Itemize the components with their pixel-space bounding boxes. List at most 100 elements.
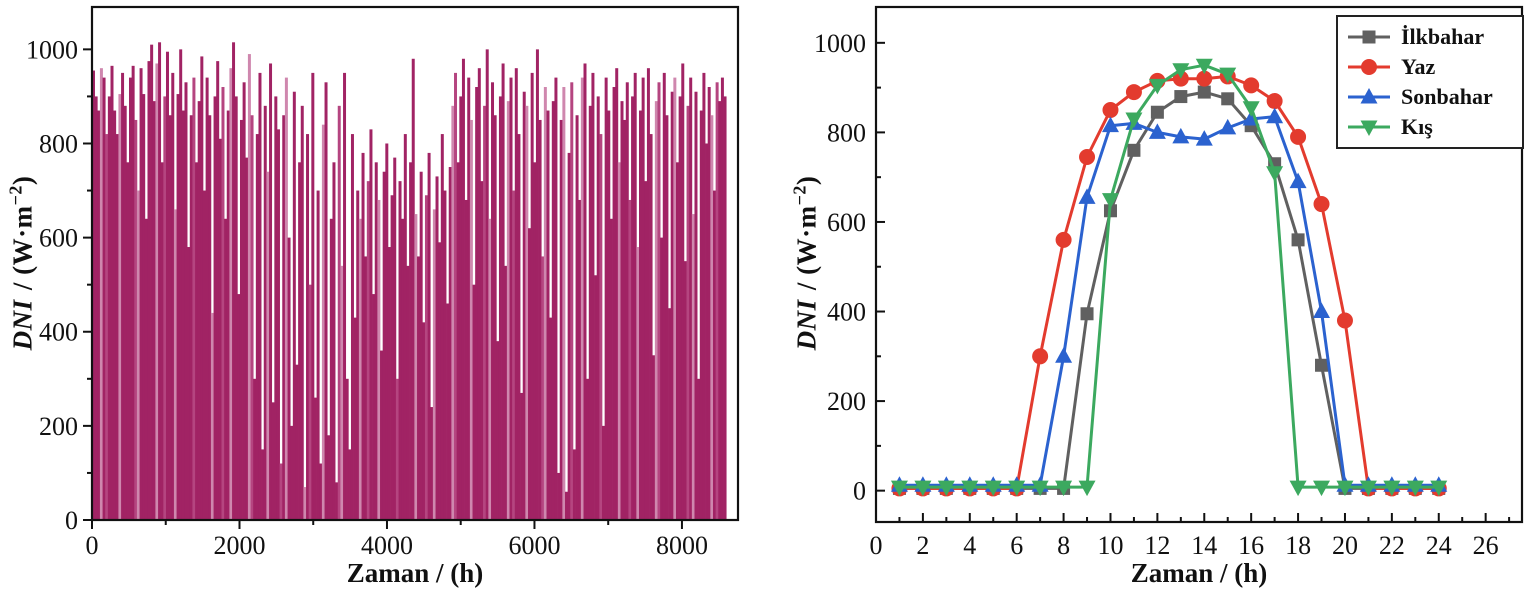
- x-tick-label: 14: [1191, 531, 1217, 560]
- bar: [504, 265, 508, 520]
- bar: [168, 115, 172, 520]
- bar: [533, 162, 537, 520]
- bar: [353, 317, 357, 520]
- bar: [409, 162, 413, 520]
- legend-marker-icon: [1348, 30, 1390, 44]
- bar: [171, 72, 175, 520]
- bar: [723, 96, 727, 521]
- bar: [195, 162, 199, 520]
- bar: [364, 256, 368, 520]
- marker-square: [1174, 90, 1188, 104]
- bar: [393, 157, 397, 521]
- marker-triangle-down: [1195, 58, 1213, 75]
- bar: [221, 87, 225, 520]
- bar: [707, 87, 711, 520]
- left-x-axis-label: Zaman / (h): [346, 558, 484, 588]
- bar: [343, 72, 347, 520]
- bar: [522, 91, 526, 520]
- bar: [528, 228, 531, 520]
- y-tick-label: 600: [827, 208, 866, 237]
- series-kış: [890, 58, 1448, 497]
- legend-label: İlkbahar: [1401, 24, 1485, 49]
- bar: [475, 87, 479, 520]
- marker-triangle-up: [1172, 127, 1190, 144]
- marker-triangle-down: [914, 480, 932, 497]
- bar: [282, 115, 286, 520]
- bar: [440, 134, 444, 520]
- bar: [372, 294, 376, 520]
- bar: [472, 284, 476, 520]
- bar: [123, 105, 127, 520]
- marker-triangle-down: [1172, 63, 1190, 79]
- bar: [678, 96, 682, 521]
- bar: [443, 190, 447, 521]
- bar: [483, 105, 487, 520]
- y-tick-label: 800: [827, 118, 866, 147]
- marker-circle: [1243, 77, 1260, 94]
- bar: [604, 77, 608, 520]
- bar: [258, 72, 262, 520]
- bar: [559, 119, 563, 520]
- marker-triangle-down: [1430, 480, 1448, 497]
- bar: [345, 378, 349, 520]
- bar: [210, 312, 214, 520]
- bar: [92, 70, 95, 520]
- marker-square: [1197, 85, 1211, 99]
- series-line: [899, 115, 1439, 487]
- legend-item-kış: Kış: [1346, 114, 1512, 140]
- bar: [417, 256, 421, 520]
- marker-triangle-down: [1008, 480, 1026, 497]
- marker-triangle-down: [1219, 67, 1237, 84]
- bar: [163, 96, 167, 521]
- bar: [652, 355, 656, 520]
- bar: [625, 82, 629, 521]
- bar: [644, 181, 648, 520]
- right-y-axis-label: DNI / (W·m−2): [789, 175, 822, 351]
- legend-item-sonbahar: Sonbahar: [1346, 84, 1512, 110]
- y-tick-label: 0: [65, 506, 78, 535]
- bar: [641, 77, 645, 520]
- bar: [279, 463, 283, 520]
- bar: [715, 82, 719, 521]
- bar: [639, 110, 642, 520]
- bar: [245, 157, 249, 521]
- bar: [237, 294, 241, 520]
- x-tick-label: 26: [1473, 531, 1499, 560]
- bar: [694, 91, 698, 520]
- axis-tick-labels: 0 200 400 600 800 1000 0 2000 4000 6000 8000: [26, 35, 708, 560]
- x-tick-label: 0: [870, 531, 883, 560]
- bar: [712, 190, 716, 521]
- bar: [308, 284, 312, 520]
- marker-square: [1315, 358, 1329, 372]
- bar: [348, 449, 352, 520]
- marker-circle: [1055, 231, 1072, 248]
- bar: [551, 101, 555, 520]
- marker-circle: [1313, 196, 1330, 213]
- bar: [200, 56, 204, 521]
- marker-circle: [1125, 84, 1142, 101]
- marker-triangle-down: [1078, 480, 1096, 497]
- bar: [369, 129, 373, 520]
- bar: [401, 218, 405, 521]
- bar: [144, 218, 148, 521]
- bar: [565, 491, 568, 520]
- bar: [263, 105, 267, 520]
- bar: [567, 152, 571, 520]
- y-tick-label: 0: [853, 477, 866, 506]
- bar: [255, 134, 259, 520]
- bar: [612, 87, 616, 520]
- bar: [491, 82, 495, 521]
- bar: [456, 162, 460, 520]
- marker-circle: [1032, 348, 1049, 365]
- bar: [205, 77, 209, 520]
- bar: [435, 176, 439, 520]
- x-tick-label: 2000: [213, 531, 265, 560]
- legend-item-i̇lkbahar: İlkbahar: [1346, 24, 1512, 50]
- bar: [535, 49, 539, 521]
- bar: [459, 96, 463, 521]
- bar: [699, 110, 703, 520]
- bar: [488, 218, 492, 521]
- marker-triangle-up: [1195, 130, 1213, 146]
- x-tick-label: 12: [1144, 531, 1170, 560]
- marker-square: [1080, 307, 1094, 321]
